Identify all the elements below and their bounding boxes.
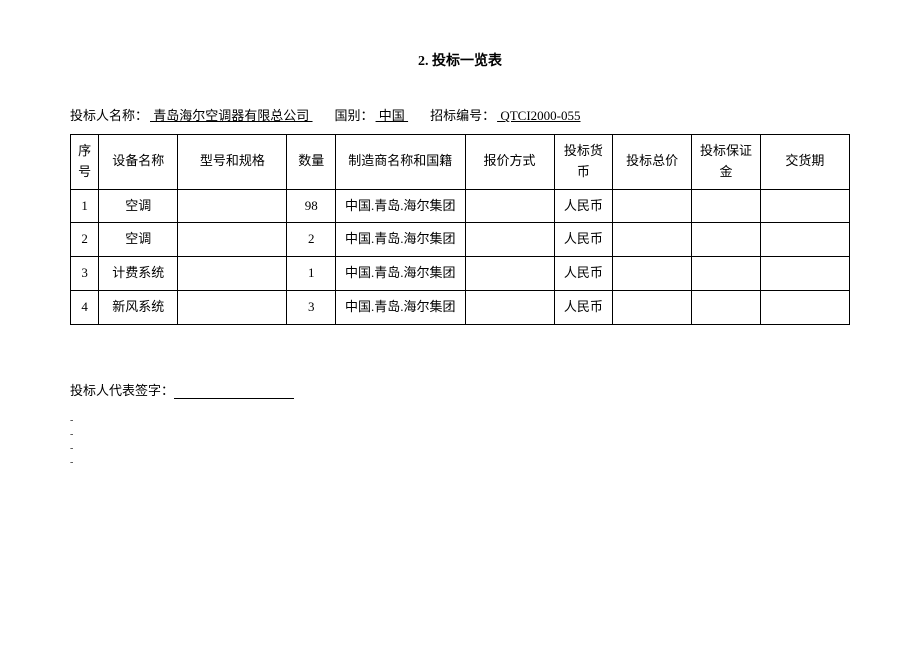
header-seq: 序号 <box>71 135 99 190</box>
cell-deposit <box>692 257 761 291</box>
dash: - <box>70 456 850 470</box>
cell-total <box>613 257 692 291</box>
cell-model <box>178 290 287 324</box>
header-qty: 数量 <box>287 135 336 190</box>
cell-mfr: 中国.青岛.海尔集团 <box>336 223 465 257</box>
info-line: 投标人名称： 青岛海尔空调器有限总公司 国别： 中国 招标编号： QTCI200… <box>70 105 850 124</box>
document-title: 2. 投标一览表 <box>70 50 850 70</box>
cell-seq: 1 <box>71 189 99 223</box>
signature-line: 投标人代表签字： <box>70 380 850 399</box>
cell-deposit <box>692 290 761 324</box>
cell-quote <box>465 290 554 324</box>
cell-delivery <box>760 257 849 291</box>
dash-marks: - - - - <box>70 414 850 470</box>
cell-model <box>178 223 287 257</box>
cell-deposit <box>692 223 761 257</box>
header-deposit: 投标保证金 <box>692 135 761 190</box>
cell-qty: 1 <box>287 257 336 291</box>
cell-total <box>613 223 692 257</box>
cell-mfr: 中国.青岛.海尔集团 <box>336 189 465 223</box>
table-row: 2 空调 2 中国.青岛.海尔集团 人民币 <box>71 223 850 257</box>
cell-curr: 人民币 <box>554 290 613 324</box>
cell-name: 计费系统 <box>99 257 178 291</box>
dash: - <box>70 428 850 442</box>
header-name: 设备名称 <box>99 135 178 190</box>
cell-model <box>178 257 287 291</box>
bidno-label: 招标编号： <box>430 108 495 123</box>
bidder-label: 投标人名称： <box>70 108 148 123</box>
bidno-value: QTCI2000-055 <box>495 108 582 123</box>
bid-table: 序号 设备名称 型号和规格 数量 制造商名称和国籍 报价方式 投标货币 投标总价… <box>70 134 850 325</box>
header-model: 型号和规格 <box>178 135 287 190</box>
cell-deposit <box>692 189 761 223</box>
header-delivery: 交货期 <box>760 135 849 190</box>
header-quote: 报价方式 <box>465 135 554 190</box>
cell-total <box>613 189 692 223</box>
cell-seq: 4 <box>71 290 99 324</box>
cell-name: 空调 <box>99 189 178 223</box>
cell-delivery <box>760 290 849 324</box>
dash: - <box>70 442 850 456</box>
cell-curr: 人民币 <box>554 189 613 223</box>
country-label: 国别： <box>335 108 374 123</box>
cell-name: 空调 <box>99 223 178 257</box>
cell-quote <box>465 257 554 291</box>
cell-qty: 98 <box>287 189 336 223</box>
country-value: 中国 <box>374 108 411 123</box>
cell-total <box>613 290 692 324</box>
cell-qty: 2 <box>287 223 336 257</box>
cell-name: 新风系统 <box>99 290 178 324</box>
cell-mfr: 中国.青岛.海尔集团 <box>336 257 465 291</box>
table-row: 3 计费系统 1 中国.青岛.海尔集团 人民币 <box>71 257 850 291</box>
dash: - <box>70 414 850 428</box>
cell-qty: 3 <box>287 290 336 324</box>
header-total: 投标总价 <box>613 135 692 190</box>
header-curr: 投标货币 <box>554 135 613 190</box>
cell-delivery <box>760 223 849 257</box>
table-header-row: 序号 设备名称 型号和规格 数量 制造商名称和国籍 报价方式 投标货币 投标总价… <box>71 135 850 190</box>
table-row: 4 新风系统 3 中国.青岛.海尔集团 人民币 <box>71 290 850 324</box>
signature-blank <box>174 398 294 399</box>
bidder-name: 青岛海尔空调器有限总公司 <box>148 108 315 123</box>
header-mfr: 制造商名称和国籍 <box>336 135 465 190</box>
cell-curr: 人民币 <box>554 257 613 291</box>
signature-label: 投标人代表签字： <box>70 383 174 398</box>
cell-delivery <box>760 189 849 223</box>
cell-quote <box>465 223 554 257</box>
cell-seq: 3 <box>71 257 99 291</box>
cell-curr: 人民币 <box>554 223 613 257</box>
cell-seq: 2 <box>71 223 99 257</box>
cell-mfr: 中国.青岛.海尔集团 <box>336 290 465 324</box>
cell-model <box>178 189 287 223</box>
cell-quote <box>465 189 554 223</box>
table-row: 1 空调 98 中国.青岛.海尔集团 人民币 <box>71 189 850 223</box>
